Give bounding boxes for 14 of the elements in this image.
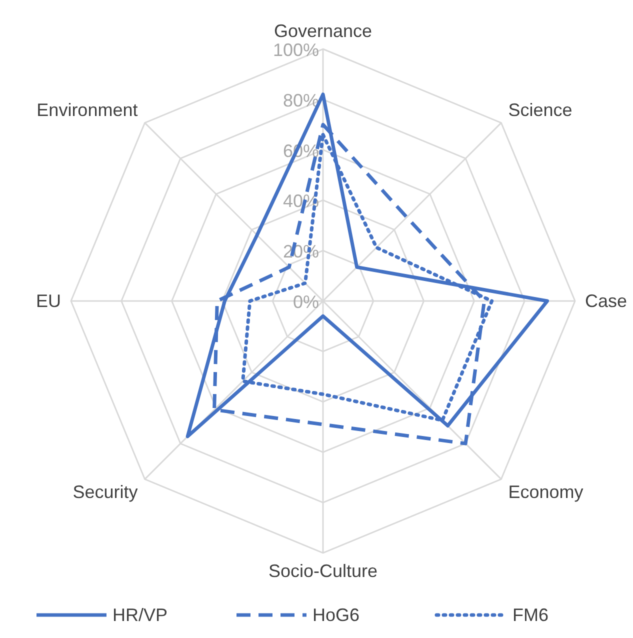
legend-label: HoG6 <box>312 605 360 625</box>
y-tick-label: 100% <box>272 40 319 60</box>
spoke-label: Science <box>508 100 572 120</box>
spoke-label: Socio-Culture <box>268 561 378 581</box>
y-tick-label: 0% <box>292 292 319 312</box>
spoke-label: Security <box>72 482 138 502</box>
legend-label: FM6 <box>512 605 548 625</box>
spoke-label: Case <box>585 291 628 311</box>
spoke-label: EU <box>36 291 61 311</box>
spoke-label: Environment <box>36 100 138 120</box>
legend-label: HR/VP <box>112 605 168 625</box>
y-tick-label: 80% <box>282 90 319 110</box>
spoke-label: Governance <box>274 21 372 41</box>
spoke-label: Economy <box>508 482 584 502</box>
